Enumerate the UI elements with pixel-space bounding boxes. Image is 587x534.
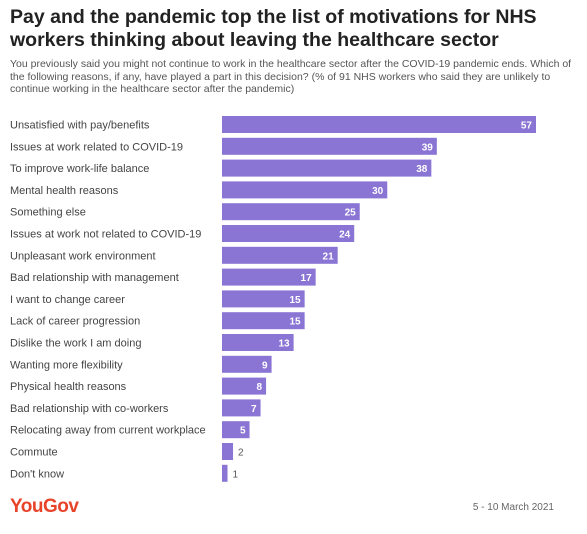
value-label: 17	[301, 273, 313, 284]
category-label: Unsatisfied with pay/benefits	[10, 120, 150, 132]
bar	[222, 312, 305, 330]
chart-subtitle: You previously said you might not contin…	[10, 58, 572, 95]
value-label: 2	[238, 448, 244, 459]
category-label: Issues at work related to COVID-19	[10, 141, 183, 153]
value-label: 38	[416, 164, 428, 175]
bar	[222, 159, 432, 177]
category-label: Bad relationship with co-workers	[10, 403, 169, 415]
survey-date: 5 - 10 March 2021	[472, 502, 554, 513]
value-label: 15	[290, 317, 302, 328]
bar	[222, 355, 272, 373]
category-label: Dislike the work I am doing	[10, 338, 141, 350]
bar	[222, 290, 305, 308]
category-label: To improve work-life balance	[10, 163, 149, 175]
category-label: Relocating away from current workplace	[10, 425, 206, 437]
bar	[222, 203, 360, 221]
category-label: I want to change career	[10, 294, 125, 306]
bar	[222, 225, 355, 242]
value-label: 1	[233, 469, 239, 480]
category-label: Mental health reasons	[10, 185, 119, 197]
category-label: Unpleasant work environment	[10, 250, 156, 262]
category-label: Something else	[10, 207, 86, 219]
bar	[222, 268, 316, 286]
category-label: Wanting more flexibility	[10, 359, 123, 371]
value-label: 25	[345, 208, 357, 219]
chart-title: Pay and the pandemic top the list of mot…	[10, 6, 537, 51]
category-label: Don't know	[10, 468, 64, 480]
category-label: Bad relationship with management	[10, 272, 179, 284]
value-label: 39	[422, 142, 434, 153]
category-label: Physical health reasons	[10, 381, 127, 393]
bar	[222, 464, 228, 482]
bar-chart: Unsatisfied with pay/benefits 57 Issues at…	[10, 116, 536, 482]
category-label: Lack of career progression	[10, 316, 140, 328]
value-label: 21	[323, 251, 335, 262]
value-label: 30	[372, 186, 384, 197]
yougov-logo: YouGov	[10, 496, 79, 517]
bar	[222, 116, 536, 133]
bar	[222, 334, 294, 351]
bar	[222, 246, 338, 264]
bar	[222, 399, 261, 417]
value-label: 9	[262, 360, 268, 371]
value-label: 13	[278, 339, 290, 350]
value-label: 8	[257, 382, 263, 393]
bar	[222, 421, 250, 439]
bar	[222, 137, 437, 155]
value-label: 24	[339, 230, 351, 241]
bar	[222, 377, 267, 395]
bar	[222, 443, 234, 460]
value-label: 5	[240, 426, 246, 437]
category-label: Commute	[10, 447, 58, 459]
value-label: 57	[521, 121, 533, 132]
bar	[222, 181, 388, 199]
value-label: 15	[290, 295, 302, 306]
value-label: 7	[251, 404, 257, 415]
category-label: Issues at work not related to COVID-19	[10, 229, 201, 241]
